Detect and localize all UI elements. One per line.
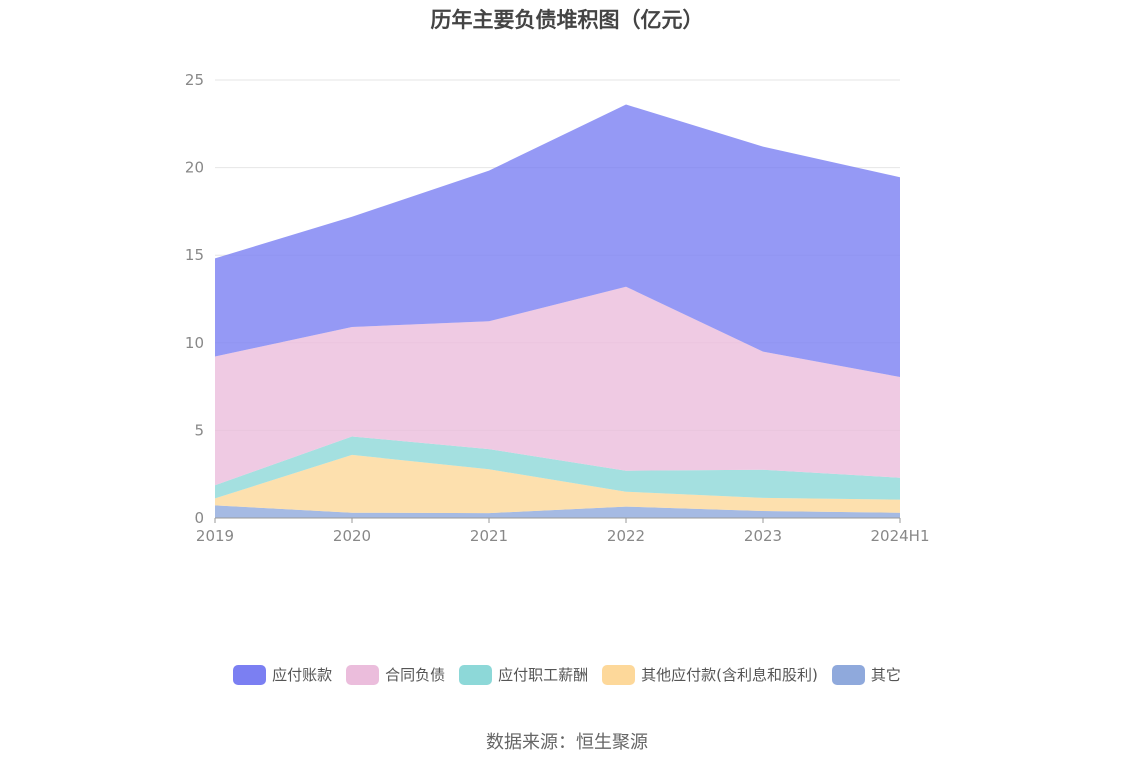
x-tick-label: 2019 [196, 527, 234, 545]
area-series [215, 454, 900, 514]
y-tick-label: 20 [185, 159, 204, 177]
area-series [215, 505, 900, 518]
x-tick-label: 2023 [744, 527, 782, 545]
y-tick-label: 25 [185, 71, 204, 89]
area-series [215, 436, 900, 500]
x-tick-label: 2020 [333, 527, 371, 545]
legend-swatch [459, 664, 493, 685]
legend-item[interactable]: 合同负债 [346, 664, 445, 685]
legend-swatch [346, 664, 380, 685]
legend-item[interactable]: 应付职工薪酬 [459, 664, 588, 685]
legend-swatch [602, 664, 636, 685]
legend-label: 应付职工薪酬 [498, 666, 589, 684]
y-tick-label: 10 [185, 334, 204, 352]
x-tick-label: 2022 [607, 527, 645, 545]
legend-label: 其它 [870, 666, 901, 684]
area-series [215, 104, 900, 377]
area-series [215, 286, 900, 486]
chart-legend: 应付账款 合同负债 应付职工薪酬 其他应付款(含利息和股利) 其它 [0, 664, 1134, 685]
y-tick-label: 0 [194, 509, 204, 527]
chart-title: 历年主要负债堆积图（亿元） [430, 8, 704, 32]
x-tick-label: 2024H1 [871, 527, 930, 545]
legend-label: 应付账款 [272, 666, 333, 684]
data-source-note: 数据来源：恒生聚源 [486, 732, 648, 753]
x-tick-label: 2021 [470, 527, 508, 545]
legend-swatch [233, 664, 267, 685]
legend-item[interactable]: 其它 [831, 664, 901, 685]
legend-swatch [831, 664, 865, 685]
legend-label: 合同负债 [385, 666, 446, 684]
y-tick-label: 15 [185, 246, 204, 264]
y-tick-label: 5 [194, 421, 204, 439]
legend-label: 其他应付款(含利息和股利) [641, 666, 818, 684]
legend-item[interactable]: 其他应付款(含利息和股利) [602, 664, 818, 685]
legend-item[interactable]: 应付账款 [233, 664, 332, 685]
